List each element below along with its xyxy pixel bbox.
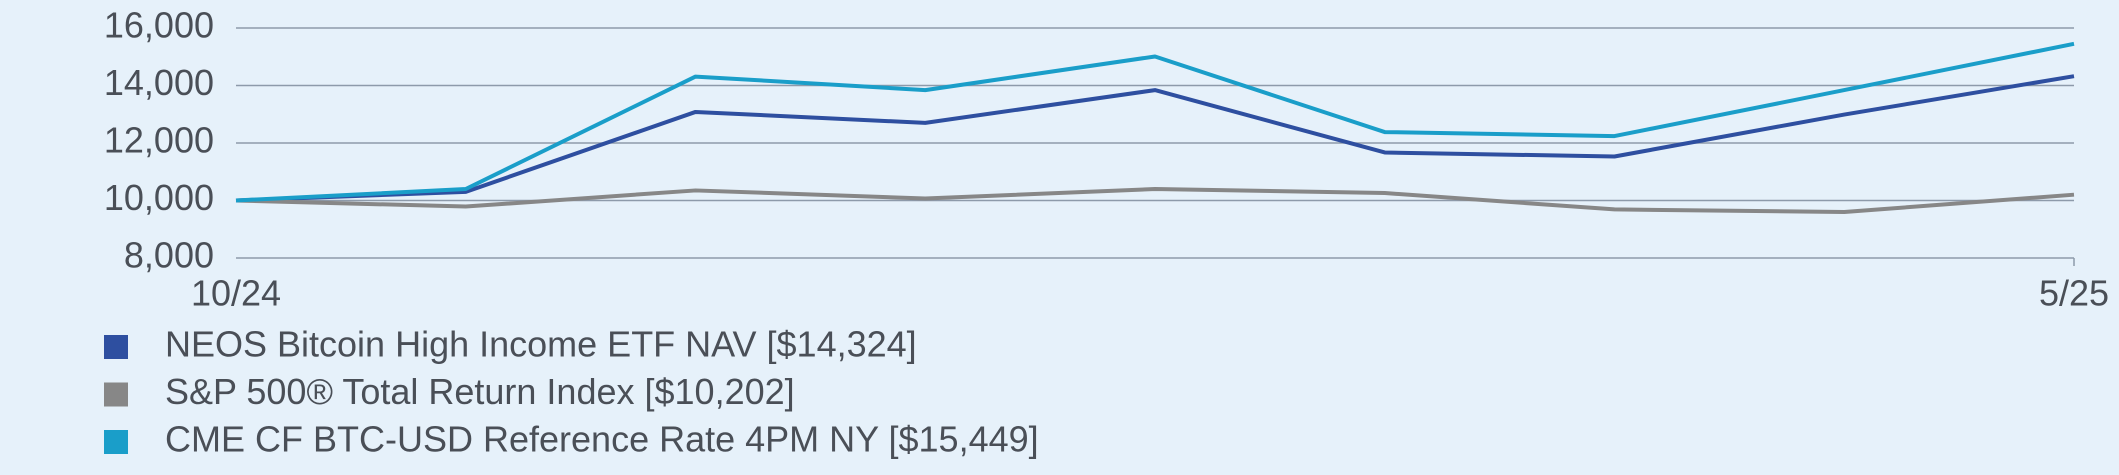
y-tick-label: 12,000 [104,120,214,161]
x-tick-label: 5/25 [2039,273,2109,314]
y-tick-label: 14,000 [104,62,214,103]
series-line [235,187,2075,214]
legend-label: CME CF BTC-USD Reference Rate 4PM NY [$1… [165,419,1039,460]
legend-label: S&P 500® Total Return Index [$10,202] [165,371,795,412]
legend-swatch [104,430,128,454]
legend-swatch [104,382,128,407]
series-line [235,41,2075,203]
legend-swatch [104,335,128,359]
series-line [235,74,2075,203]
legend-label: NEOS Bitcoin High Income ETF NAV [$14,32… [165,324,917,365]
y-tick-label: 8,000 [124,235,214,276]
y-tick-label: 16,000 [104,5,214,46]
y-tick-label: 10,000 [104,177,214,218]
x-tick-label: 10/24 [191,273,281,314]
